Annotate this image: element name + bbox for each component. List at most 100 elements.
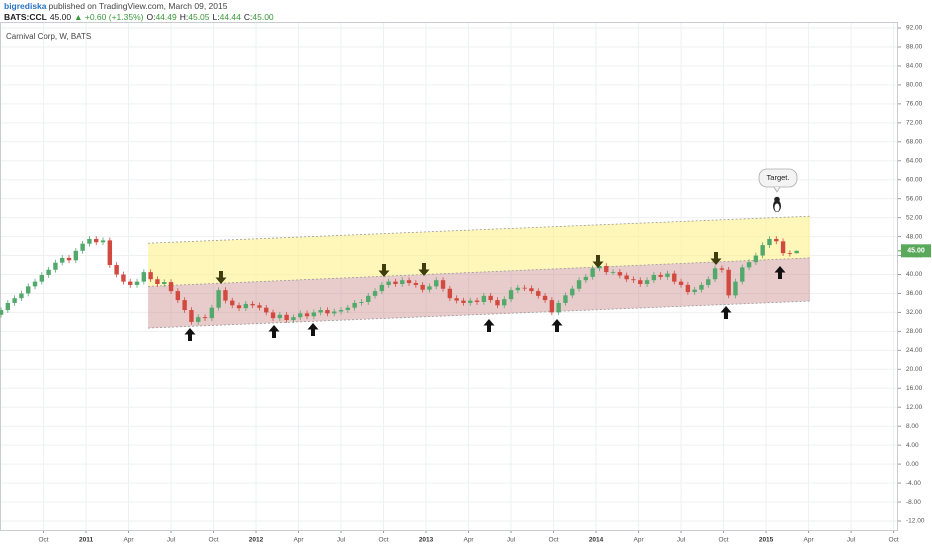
y-tick-label: 36.00 [906, 290, 923, 297]
candle-body [352, 302, 357, 308]
candle-body [162, 282, 167, 284]
arrow-up [720, 306, 732, 319]
candle-body [434, 280, 439, 287]
y-tick-label: 48.00 [906, 233, 923, 240]
candle-body [658, 274, 663, 277]
candle-body [60, 257, 65, 263]
candle-body [87, 238, 92, 244]
ohlc: O:44.49 H:45.05 L:44.44 C:45.00 [146, 12, 276, 22]
candle-body [617, 272, 623, 276]
arrow-up [483, 319, 495, 332]
candle-body [468, 300, 473, 303]
candle-body [53, 262, 58, 270]
candle-body [100, 240, 106, 243]
candle-body [359, 301, 364, 303]
y-tick-label: 80.00 [906, 82, 923, 89]
y-tick-label: 4.00 [906, 442, 919, 449]
candle-body [155, 279, 160, 284]
candle-body [406, 280, 412, 284]
callout-tail [773, 186, 781, 193]
x-tick-label: Jul [507, 537, 516, 544]
candle-body [243, 303, 249, 309]
change: ▲ +0.60 (+1.35%) [74, 12, 144, 22]
x-tick-label: Jul [847, 537, 856, 544]
y-tick-label: 24.00 [906, 347, 923, 354]
candle-body [440, 280, 446, 289]
arrow-up [551, 319, 563, 332]
candle-body [168, 282, 174, 292]
x-tick-label: 2012 [249, 537, 264, 544]
candle-body [774, 238, 779, 242]
candle-body [223, 290, 228, 301]
candle-body [597, 265, 602, 269]
y-tick-label: 40.00 [906, 271, 923, 278]
candle-body [19, 293, 24, 299]
x-tick-label: 2013 [419, 537, 434, 544]
candle-body [787, 253, 793, 254]
candle-body [12, 298, 17, 303]
candle-body [549, 300, 555, 313]
candle-body [651, 274, 657, 281]
candle-body [495, 300, 500, 306]
candle-body [372, 291, 378, 296]
channel-line [148, 215, 811, 244]
arrow-up [307, 323, 319, 336]
candle-body [638, 280, 643, 284]
x-tick-label: Oct [548, 537, 558, 544]
arrow-down [378, 264, 390, 277]
candle-body [447, 288, 453, 299]
channel-line [148, 300, 811, 329]
candle-body [420, 284, 425, 290]
y-tick-label: 56.00 [906, 195, 923, 202]
candle-body [536, 291, 541, 296]
candle-body [379, 284, 385, 292]
x-tick-label: Oct [38, 537, 48, 544]
candle-body [298, 313, 303, 318]
y-tick-label: 92.00 [906, 25, 923, 32]
candle-body [32, 281, 38, 287]
candle-body [0, 310, 4, 315]
candle-body [175, 291, 181, 301]
y-tick-label: 8.00 [906, 423, 919, 430]
symbol: BATS:CCL [4, 12, 47, 22]
candle-body [556, 302, 561, 313]
candle-body [325, 310, 330, 314]
candle-body [474, 300, 480, 302]
candle-body [202, 317, 208, 319]
candle-body [508, 290, 514, 300]
candle-body [529, 288, 534, 292]
candle-body [46, 269, 51, 275]
author[interactable]: bigrediska [4, 1, 47, 11]
y-tick-label: 88.00 [906, 44, 923, 51]
candle-body [264, 307, 269, 313]
candle-body [332, 311, 337, 314]
candle-body [366, 295, 371, 302]
x-tick-label: Apr [123, 537, 134, 544]
ohlc-key: L: [212, 12, 220, 22]
candle-body [570, 288, 575, 296]
candle-body [216, 290, 221, 308]
candle-body [719, 268, 725, 270]
candle-body [740, 267, 745, 282]
y-tick-label: 32.00 [906, 309, 923, 316]
y-tick-label: 76.00 [906, 101, 923, 108]
candle-body [196, 317, 201, 322]
x-tick-label: Apr [463, 537, 474, 544]
candle-body [393, 281, 398, 284]
x-tick-label: 2015 [759, 537, 774, 544]
candle-body [515, 287, 521, 291]
x-tick-label: Apr [804, 537, 815, 544]
price: 45.00 [49, 12, 72, 22]
plot-frame [0, 22, 898, 531]
chart-title: Carnival Corp, W, BATS [6, 32, 91, 41]
candle-body [257, 305, 262, 308]
candle-body [284, 314, 289, 321]
candle-body [311, 312, 317, 317]
candle-body [604, 265, 609, 273]
y-tick-label: 20.00 [906, 366, 923, 373]
arrow-down [215, 271, 227, 284]
candle-body [780, 241, 786, 254]
y-tick-label: 64.00 [906, 157, 923, 164]
candle-body [345, 307, 351, 311]
candle-body [80, 243, 85, 251]
